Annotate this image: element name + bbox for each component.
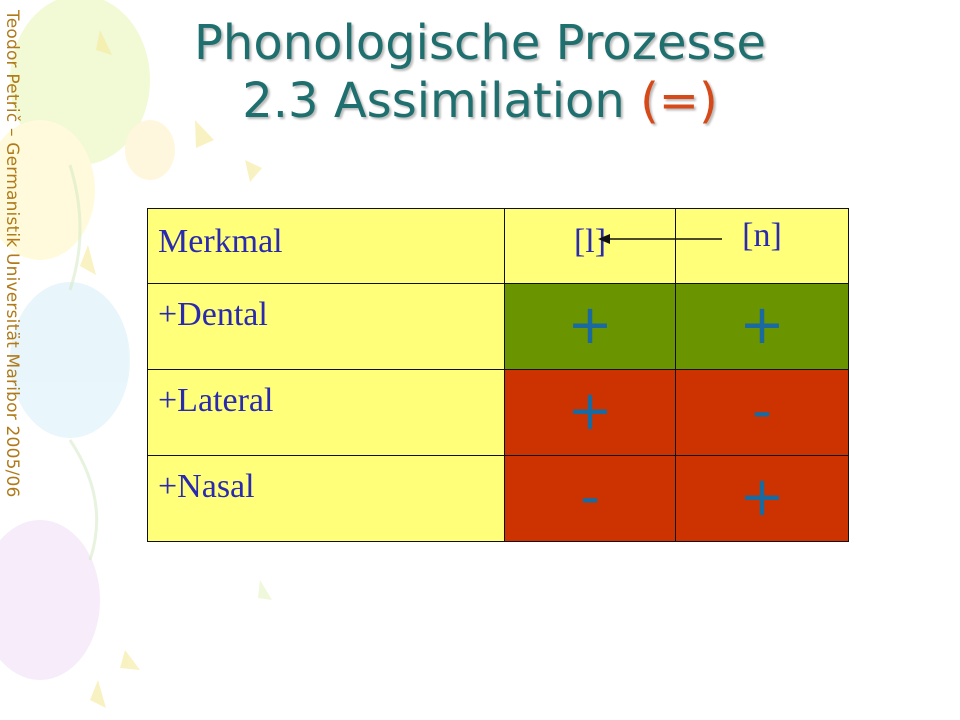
feature-label: +Lateral [147,369,505,456]
value-sign: + [739,465,785,528]
value-cell: + [504,369,676,456]
header-l-text: [l] [573,223,607,260]
value-sign: - [752,379,772,442]
value-cell: - [504,455,676,542]
value-sign: + [739,293,785,356]
title-accent: (=) [640,73,718,129]
header-n: [n] [675,208,849,284]
title-line-2-main: 2.3 Assimilation [242,73,641,129]
title-line-1: Phonologische Prozesse [193,15,767,71]
feature-table: Merkmal [l] [n] +Dental + + +Lateral + -… [147,208,849,542]
slide-title: Phonologische Prozesse 2.3 Assimilation … [120,14,840,130]
table-header-row: Merkmal [l] [n] [147,208,849,284]
value-sign: + [567,379,613,442]
value-sign: + [567,293,613,356]
feature-label: +Nasal [147,455,505,542]
assimilation-arrow [598,234,722,244]
feature-label: +Dental [147,283,505,370]
table-row: +Dental + + [147,283,849,370]
header-l: [l] [504,208,676,284]
author-credit: Teodor Petrič – Germanistik Universität … [2,10,22,498]
value-cell: + [675,283,849,370]
title-line-2: 2.3 Assimilation (=) [120,72,840,130]
table-row: +Nasal - + [147,455,849,542]
value-cell: + [675,455,849,542]
value-cell: + [504,283,676,370]
value-sign: - [580,465,600,528]
table-row: +Lateral + - [147,369,849,456]
header-n-text: [n] [742,217,782,254]
header-merkmal: Merkmal [147,208,505,284]
value-cell: - [675,369,849,456]
